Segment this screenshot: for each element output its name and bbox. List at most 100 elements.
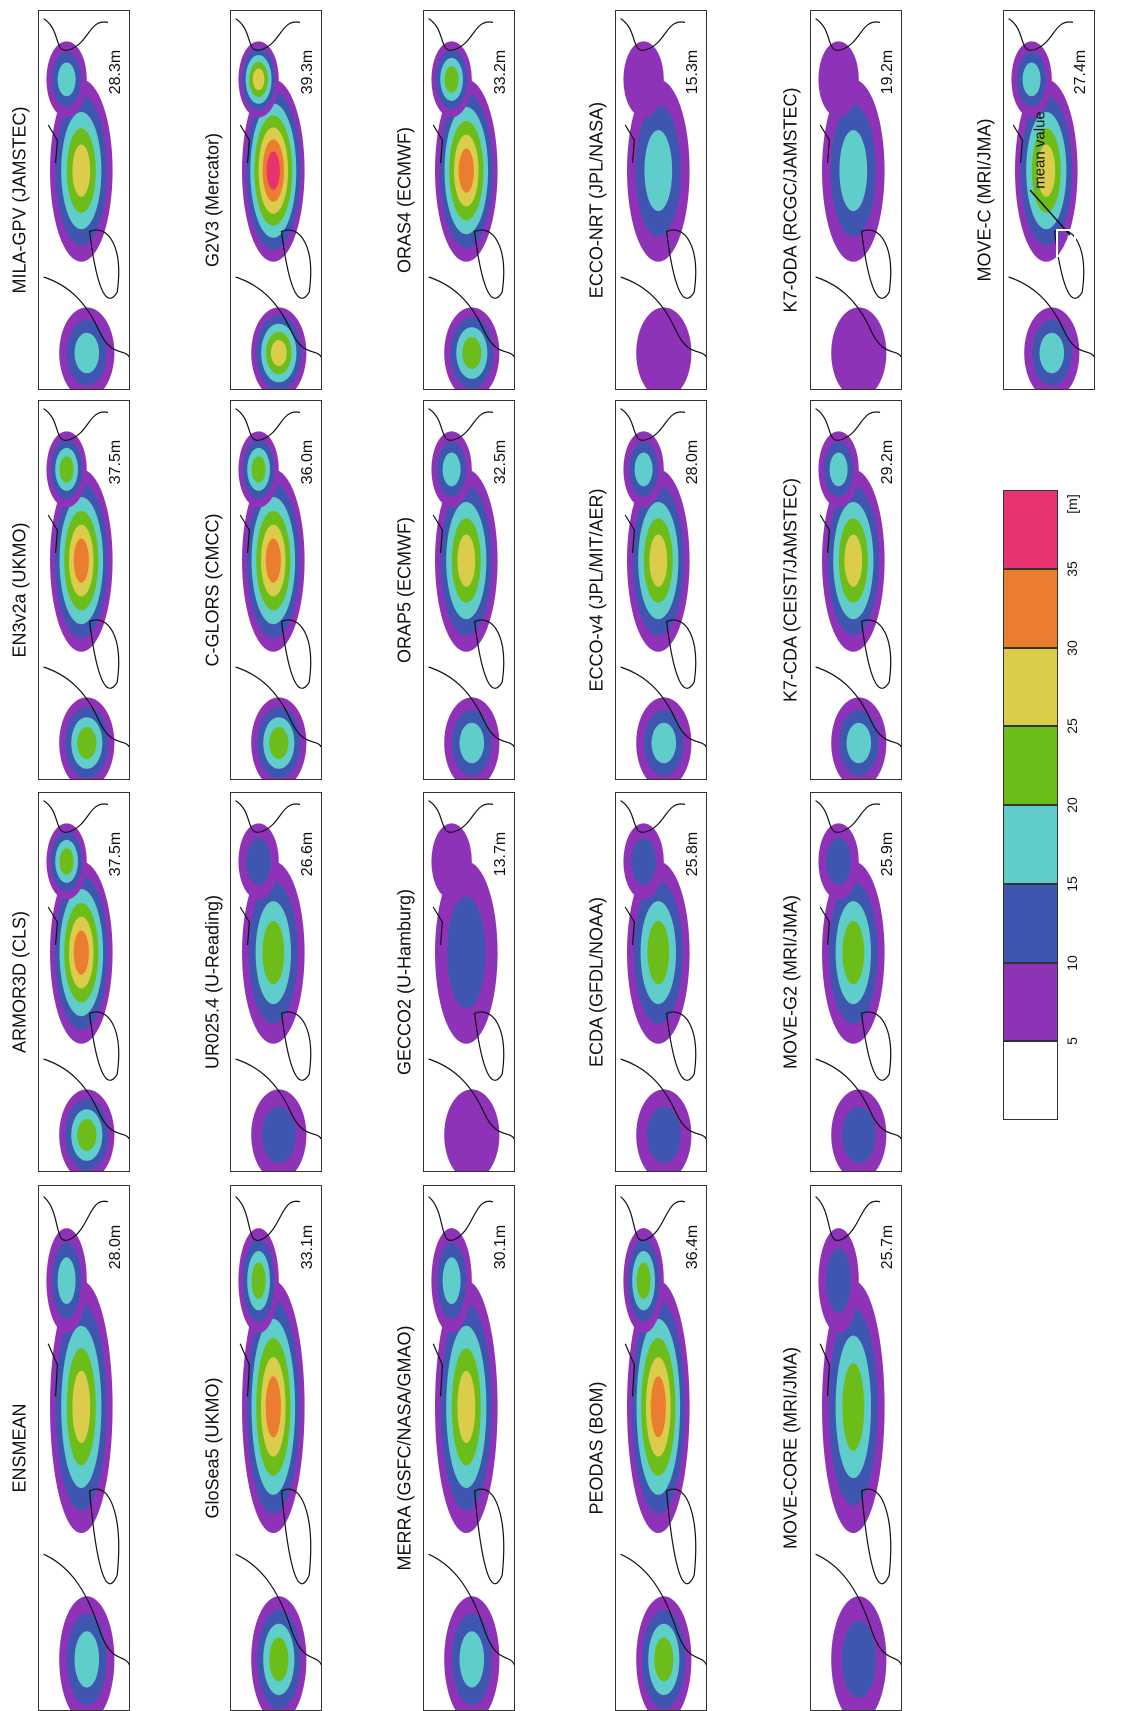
mld-contour-2 — [841, 1106, 876, 1164]
coastline-3 — [819, 514, 831, 554]
coastline-1 — [88, 1011, 120, 1081]
coastline-3 — [239, 906, 251, 946]
mld-contour-4 — [444, 66, 459, 93]
coastline-3 — [47, 514, 59, 554]
map-panel — [810, 10, 902, 390]
colorbar-swatch — [1003, 726, 1058, 805]
coastline-1 — [88, 1488, 120, 1585]
coastline-3 — [239, 514, 251, 554]
mld-contour-6 — [265, 1376, 281, 1438]
coastline-0 — [1008, 18, 1074, 51]
map-panel — [38, 792, 130, 1172]
mld-contour-1 — [444, 1089, 500, 1171]
map-panel — [38, 10, 130, 390]
mld-contour-3 — [846, 722, 872, 764]
coastline-2 — [428, 1553, 514, 1666]
colorbar-swatch — [1003, 1041, 1058, 1120]
coastline-3 — [819, 124, 831, 164]
coastline-2 — [428, 666, 514, 748]
mld-contour-3 — [57, 1257, 76, 1305]
mld-contour-1 — [636, 307, 692, 389]
coastline-0 — [815, 18, 881, 51]
coastline-3 — [432, 1343, 444, 1397]
colorbar-tick-label: 10 — [1064, 954, 1080, 971]
coastline-2 — [43, 1058, 129, 1140]
coastline-3 — [819, 906, 831, 946]
coastline-0 — [428, 800, 494, 833]
coastline-1 — [88, 229, 120, 299]
coastline-2 — [428, 276, 514, 358]
map-panel — [1003, 10, 1095, 390]
coastline-1 — [665, 1488, 697, 1585]
mld-contour-5 — [270, 340, 287, 366]
mld-contour-6 — [650, 1376, 666, 1438]
mld-contour-3 — [634, 452, 653, 487]
map-panel — [230, 1185, 322, 1711]
coastline-3 — [624, 906, 636, 946]
mld-contour-7 — [266, 151, 280, 190]
mld-contour-2 — [447, 896, 486, 1009]
mld-contour-2 — [246, 838, 272, 885]
mld-contour-5 — [72, 144, 91, 197]
mld-contour-4 — [842, 1363, 865, 1451]
coastline-3 — [1012, 124, 1024, 164]
coastline-2 — [235, 1553, 321, 1666]
coastline-0 — [620, 800, 686, 833]
coastline-1 — [860, 1011, 892, 1081]
coastline-1 — [280, 229, 312, 299]
coastline-1 — [473, 619, 505, 689]
mld-contour-4 — [251, 456, 266, 483]
coastline-3 — [624, 1343, 636, 1397]
coastline-2 — [815, 1553, 901, 1666]
mld-contour-4 — [462, 337, 482, 369]
colorbar-tick-label: 30 — [1064, 639, 1080, 656]
coastline-0 — [43, 408, 109, 441]
mld-contour-3 — [651, 722, 677, 764]
mld-contour-4 — [262, 920, 285, 985]
map-panel — [615, 10, 707, 390]
mld-contour-5 — [1037, 144, 1056, 197]
coastline-0 — [428, 408, 494, 441]
map-panel — [38, 400, 130, 780]
coastline-1 — [860, 619, 892, 689]
mld-contour-4 — [842, 920, 865, 985]
mld-contour-4 — [59, 848, 74, 875]
coastline-0 — [235, 408, 301, 441]
colorbar-swatch — [1003, 490, 1058, 569]
mld-contour-6 — [265, 538, 281, 583]
mld-contour-5 — [649, 534, 668, 587]
mld-contour-6 — [73, 538, 89, 583]
coastline-0 — [815, 408, 881, 441]
colorbar-swatch — [1003, 647, 1058, 727]
map-panel — [230, 400, 322, 780]
mld-contour-4 — [269, 727, 289, 759]
mld-contour-3 — [829, 452, 848, 487]
coastline-2 — [235, 666, 321, 748]
coastline-3 — [819, 1343, 831, 1397]
coastline-1 — [665, 619, 697, 689]
coastline-2 — [620, 276, 706, 358]
coastline-0 — [235, 800, 301, 833]
mld-contour-4 — [77, 1119, 97, 1151]
colorbar-swatch — [1003, 962, 1058, 1042]
coastline-2 — [620, 1058, 706, 1140]
coastline-1 — [665, 1011, 697, 1081]
mld-contour-5 — [252, 68, 265, 91]
colorbar-swatch — [1003, 568, 1058, 648]
coastline-0 — [620, 408, 686, 441]
colorbar-unit: [m] — [1064, 494, 1080, 514]
coastline-3 — [432, 906, 444, 946]
coastline-0 — [43, 18, 109, 51]
map-panel — [810, 792, 902, 1172]
coastline-0 — [43, 800, 109, 833]
map-panel — [810, 1185, 902, 1711]
coastline-2 — [620, 666, 706, 748]
map-panel — [230, 792, 322, 1172]
coastline-3 — [47, 124, 59, 164]
mld-contour-3 — [644, 130, 673, 212]
colorbar-tick-label: 5 — [1064, 1037, 1080, 1046]
coastline-1 — [473, 1488, 505, 1585]
coastline-0 — [235, 1196, 301, 1241]
mld-contour-3 — [442, 452, 461, 487]
